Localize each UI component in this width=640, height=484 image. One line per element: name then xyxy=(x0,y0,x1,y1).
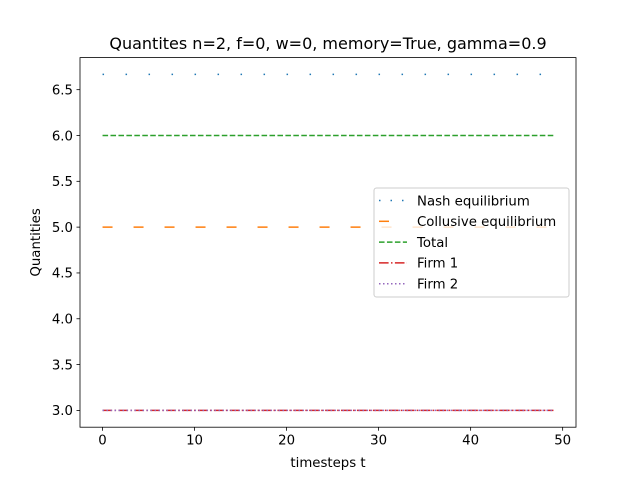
x-tick-label: 30 xyxy=(370,434,387,449)
y-axis-label: Quantities xyxy=(29,208,44,276)
x-tick-label: 40 xyxy=(462,434,479,449)
axes-frame xyxy=(79,57,577,428)
x-axis-label: timesteps t xyxy=(290,456,365,471)
y-tick-label: 6.0 xyxy=(52,129,73,144)
y-tick-label: 5.5 xyxy=(52,175,73,190)
y-tick-label: 5.0 xyxy=(52,221,73,236)
legend-box xyxy=(373,187,570,298)
x-tick-label: 50 xyxy=(554,434,571,449)
x-tick-label: 20 xyxy=(278,434,295,449)
y-tick-label: 3.0 xyxy=(52,404,73,419)
legend-label: Nash equilibrium xyxy=(417,194,530,209)
y-tick-label: 4.5 xyxy=(52,267,73,282)
y-tick-label: 4.0 xyxy=(52,313,73,328)
y-tick-label: 6.5 xyxy=(52,83,73,98)
legend-label: Total xyxy=(416,236,448,251)
x-axis: 0 10 20 30 40 50 xyxy=(98,427,571,449)
chart-title: Quantites n=2, f=0, w=0, memory=True, ga… xyxy=(109,34,546,53)
x-tick-label: 0 xyxy=(98,434,106,449)
y-tick-label: 3.5 xyxy=(52,358,73,373)
y-axis: 3.0 3.5 4.0 4.5 5.0 5.5 6.0 6.5 xyxy=(52,83,80,419)
x-tick-label: 10 xyxy=(186,434,203,449)
legend-label: Collusive equilibrium xyxy=(417,215,556,230)
legend: Nash equilibrium Collusive equilibrium Tot… xyxy=(373,187,570,298)
legend-label: Firm 2 xyxy=(417,278,458,293)
legend-label: Firm 1 xyxy=(417,257,458,272)
